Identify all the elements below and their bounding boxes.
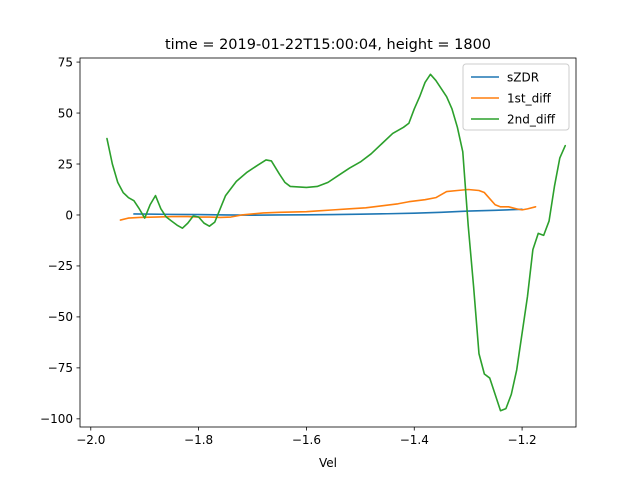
x-tick-label: −1.4: [400, 433, 429, 447]
chart-title: time = 2019-01-22T15:00:04, height = 180…: [165, 37, 491, 53]
series-line-2nd-diff: [106, 73, 567, 412]
y-tick-label: −50: [48, 310, 73, 324]
x-tick-label: −1.6: [292, 433, 321, 447]
x-tick-label: −1.2: [508, 433, 537, 447]
y-tick-label: 50: [58, 106, 73, 120]
legend: sZDR 1st_diff 2nd_diff: [462, 63, 570, 131]
legend-box: [462, 63, 570, 131]
legend-label-2nd-diff: 2nd_diff: [507, 112, 556, 126]
series-line-1st-diff: [119, 188, 537, 221]
series-layer: [106, 73, 567, 412]
x-tick-label: −1.8: [184, 433, 213, 447]
series-line-szdr: [133, 208, 523, 216]
y-tick-label: −25: [48, 259, 73, 273]
axes-frame: [79, 57, 577, 428]
y-tick-label: −75: [48, 361, 73, 375]
ticks-layer: −2.0 −1.8 −1.6 −1.4 −1.2 −100 −75 −50 −25 0 25 50 75: [40, 55, 537, 447]
y-tick-label: 75: [58, 55, 73, 69]
legend-label-szdr: sZDR: [507, 70, 539, 84]
y-tick-label: 25: [58, 157, 73, 171]
y-tick-label: 0: [65, 208, 73, 222]
x-axis-label: Vel: [319, 456, 337, 470]
x-tick-label: −2.0: [76, 433, 105, 447]
y-tick-label: −100: [40, 412, 73, 426]
legend-label-1st-diff: 1st_diff: [507, 91, 552, 105]
axes-border: [79, 57, 577, 428]
